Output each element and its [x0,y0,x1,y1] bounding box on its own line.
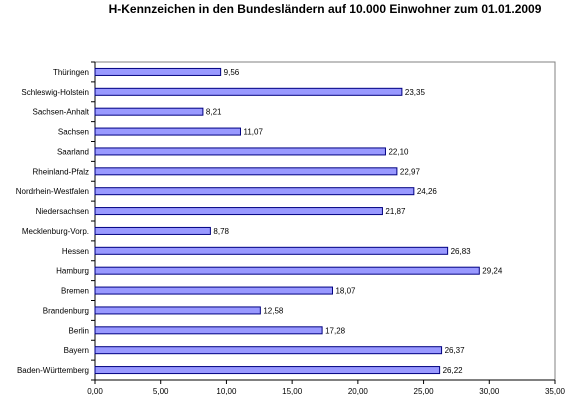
bar [94,147,386,156]
x-tick-label: 25,00 [414,387,435,396]
category-label: Saarland [57,147,89,156]
x-tick-label: 35,00 [545,387,566,396]
data-label: 24,26 [417,187,438,196]
category-label: Sachsen-Anhalt [33,108,90,117]
category-label: Hessen [62,247,89,256]
category-label: Thüringen [53,68,89,77]
category-label: Mecklenburg-Vorp. [22,227,89,236]
category-label: Rheinland-Pfalz [33,167,89,176]
chart-title: H-Kennzeichen in den Bundesländern auf 1… [108,2,542,16]
bar [94,346,443,355]
data-label: 8,21 [206,108,222,117]
data-label: 17,28 [325,326,346,335]
x-tick-label: 20,00 [348,387,369,396]
data-label: 21,87 [385,207,406,216]
bar [94,187,415,196]
data-label: 23,35 [405,88,426,97]
data-label: 18,07 [335,287,356,296]
category-label: Niedersachsen [36,207,89,216]
data-label: 29,24 [482,267,503,276]
x-tick-label: 30,00 [479,387,500,396]
category-label: Brandenburg [43,306,89,315]
bar [94,67,222,76]
bar [94,286,333,295]
category-label: Schleswig-Holstein [21,88,89,97]
bar [94,326,323,335]
data-label: 22,10 [388,147,409,156]
data-label: 9,56 [224,68,240,77]
category-label: Bremen [61,287,89,296]
data-label: 26,37 [445,346,466,355]
category-label: Hamburg [56,267,89,276]
bar [94,107,204,116]
category-label: Sachsen [58,128,89,137]
bar [94,306,261,315]
data-label: 22,97 [400,167,421,176]
data-label: 8,78 [213,227,229,236]
category-label: Baden-Württemberg [17,366,89,375]
data-label: 11,07 [243,128,263,137]
category-label: Berlin [69,326,89,335]
data-label: 26,22 [443,366,464,375]
bar [94,246,449,255]
bar [94,226,211,235]
bar [94,127,241,136]
data-label: 26,83 [451,247,472,256]
category-label: Bayern [64,346,89,355]
data-label: 12,58 [263,306,284,315]
bar [94,87,403,96]
bar [94,167,398,176]
x-tick-label: 15,00 [282,387,303,396]
category-label: Nordrhein-Westfalen [16,187,89,196]
bar [94,366,441,375]
x-tick-label: 0,00 [87,387,103,396]
x-tick-label: 10,00 [216,387,237,396]
x-tick-label: 5,00 [153,387,169,396]
bar [94,207,383,216]
bar [94,266,480,275]
